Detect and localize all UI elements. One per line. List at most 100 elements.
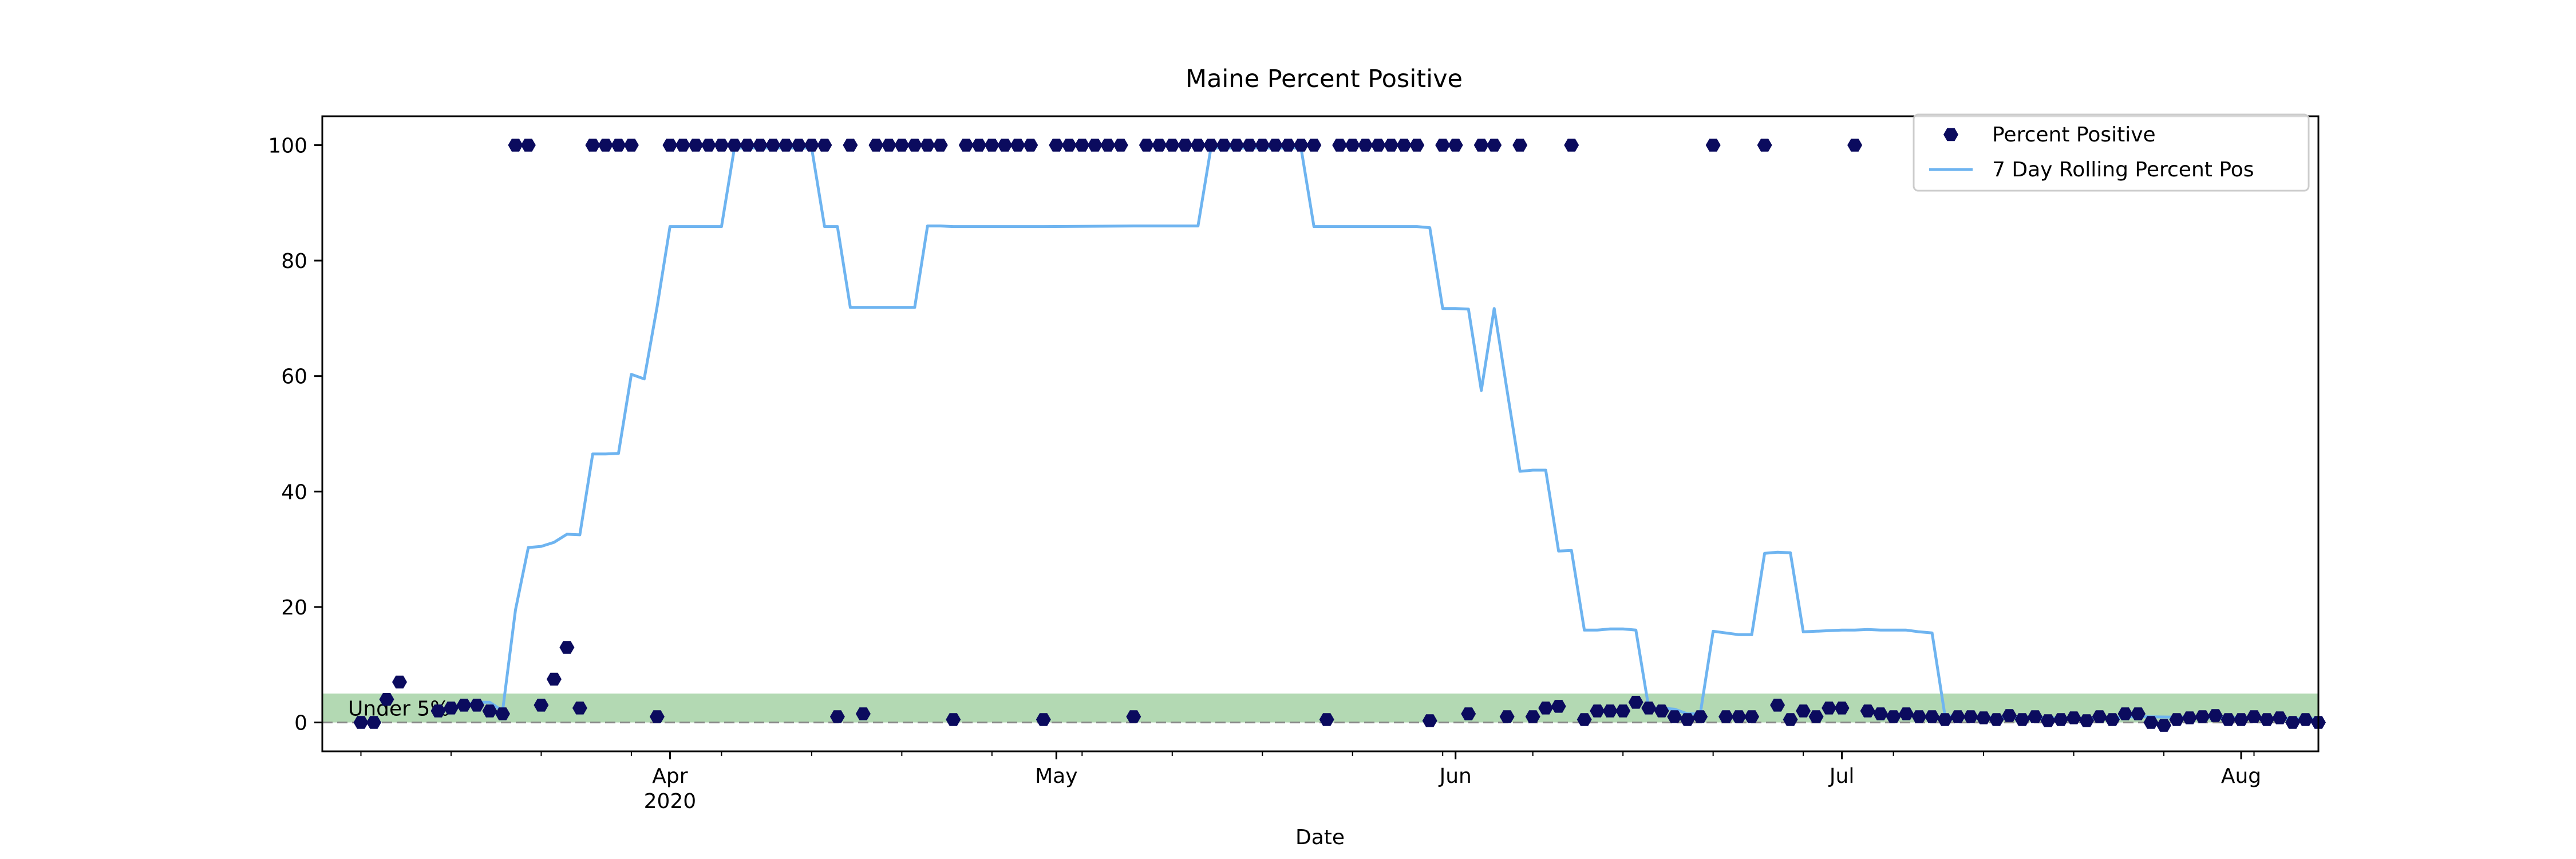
percent-positive-point xyxy=(2195,710,2210,723)
percent-positive-point xyxy=(1164,139,1180,152)
x-tick-label: Jul xyxy=(1828,765,1854,788)
percent-positive-point xyxy=(1886,710,1901,723)
percent-positive-point xyxy=(534,699,549,712)
chart-title: Maine Percent Positive xyxy=(1186,65,1463,93)
plot-frame xyxy=(321,115,2320,752)
percent-positive-point xyxy=(2246,710,2262,723)
percent-positive-point xyxy=(855,707,871,720)
legend: Percent Positive 7 Day Rolling Percent P… xyxy=(1913,113,2310,192)
percent-positive-point xyxy=(868,139,884,152)
percent-positive-point xyxy=(495,707,510,720)
percent-positive-point xyxy=(1178,139,1193,152)
percent-positive-point xyxy=(1628,696,1643,709)
percent-positive-point xyxy=(1487,139,1502,152)
percent-positive-point xyxy=(1822,702,1837,715)
percent-positive-point xyxy=(1319,713,1334,726)
percent-positive-point xyxy=(2234,713,2249,726)
percent-positive-point xyxy=(1074,139,1090,152)
percent-positive-point xyxy=(1654,704,1669,718)
percent-positive-point xyxy=(2208,709,2223,722)
percent-positive-point xyxy=(1963,710,1978,723)
x-tick-sublabel: 2020 xyxy=(644,790,697,813)
x-tick-label: Jun xyxy=(1439,765,1472,788)
percent-positive-point xyxy=(688,139,704,152)
percent-positive-point xyxy=(2156,719,2171,732)
legend-label-rolling: 7 Day Rolling Percent Pos xyxy=(1992,158,2254,182)
percent-positive-point xyxy=(1667,710,1682,723)
percent-positive-point xyxy=(1139,139,1154,152)
percent-positive-point xyxy=(392,675,407,689)
percent-positive-point xyxy=(1396,139,1412,152)
percent-positive-point xyxy=(881,139,896,152)
percent-positive-point xyxy=(1345,139,1360,152)
percent-positive-point xyxy=(1242,139,1257,152)
percent-positive-point xyxy=(366,716,381,729)
y-tick-label: 0 xyxy=(294,712,307,735)
percent-positive-point xyxy=(1190,139,1206,152)
percent-positive-point xyxy=(1834,702,1850,715)
percent-positive-point xyxy=(508,139,523,152)
x-tick-label: Apr xyxy=(652,765,688,788)
percent-positive-point xyxy=(2182,711,2197,724)
percent-positive-point xyxy=(804,139,819,152)
percent-positive-point xyxy=(1203,139,1219,152)
percent-positive-point xyxy=(1152,139,1167,152)
y-tick-label: 40 xyxy=(281,480,307,504)
y-tick-label: 100 xyxy=(268,134,307,157)
percent-positive-point xyxy=(1370,139,1386,152)
percent-positive-point xyxy=(1976,711,1992,724)
percent-positive-point xyxy=(649,710,665,723)
percent-positive-point xyxy=(2117,707,2133,720)
percent-positive-point xyxy=(1409,139,1425,152)
percent-positive-point xyxy=(2040,714,2056,727)
percent-positive-point xyxy=(843,139,858,152)
percent-positive-point xyxy=(2259,713,2274,726)
percent-positive-point xyxy=(1911,710,1927,723)
percent-positive-point xyxy=(2053,713,2069,726)
percent-positive-point xyxy=(1641,702,1657,715)
percent-positive-point xyxy=(559,641,575,654)
percent-positive-point xyxy=(572,702,587,715)
percent-positive-point xyxy=(623,139,639,152)
percent-positive-point xyxy=(701,139,716,152)
rolling-line-layer xyxy=(437,147,2319,720)
x-tick-label: May xyxy=(1035,765,1077,788)
points-layer xyxy=(353,139,2326,732)
percent-positive-point xyxy=(1023,139,1038,152)
percent-positive-point xyxy=(1525,710,1540,723)
percent-positive-point xyxy=(662,139,678,152)
percent-positive-point xyxy=(456,699,472,712)
percent-positive-point xyxy=(1847,139,1863,152)
percent-positive-point xyxy=(444,702,459,715)
percent-positive-point xyxy=(2028,710,2043,723)
percent-positive-point xyxy=(1113,139,1128,152)
legend-box xyxy=(1913,113,2310,192)
percent-positive-point xyxy=(1512,139,1528,152)
percent-positive-point xyxy=(1602,704,1618,718)
percent-positive-point xyxy=(1358,139,1373,152)
percent-positive-point xyxy=(1473,139,1489,152)
percent-positive-point xyxy=(2285,716,2300,729)
percent-positive-point xyxy=(585,139,600,152)
y-tick-label: 60 xyxy=(281,365,307,389)
percent-positive-point xyxy=(1229,139,1244,152)
percent-positive-point xyxy=(1757,139,1772,152)
percent-positive-point xyxy=(997,139,1013,152)
percent-positive-point xyxy=(1087,139,1103,152)
percent-positive-point xyxy=(611,139,626,152)
percent-positive-point xyxy=(2066,711,2081,724)
percent-positive-point xyxy=(1937,713,1953,726)
percent-positive-point xyxy=(894,139,910,152)
percent-positive-point xyxy=(1808,710,1824,723)
percent-positive-point xyxy=(2092,710,2107,723)
percent-positive-point xyxy=(1744,710,1760,723)
percent-positive-point xyxy=(907,139,922,152)
rolling-percent-line xyxy=(437,147,2319,720)
plot-area: Under 5% xyxy=(321,115,2326,752)
x-axis-label: Date xyxy=(1295,826,1345,849)
plot-background xyxy=(322,116,2318,751)
percent-positive-point xyxy=(1461,707,1476,720)
percent-positive-point xyxy=(1551,700,1566,713)
percent-positive-point xyxy=(379,693,394,706)
